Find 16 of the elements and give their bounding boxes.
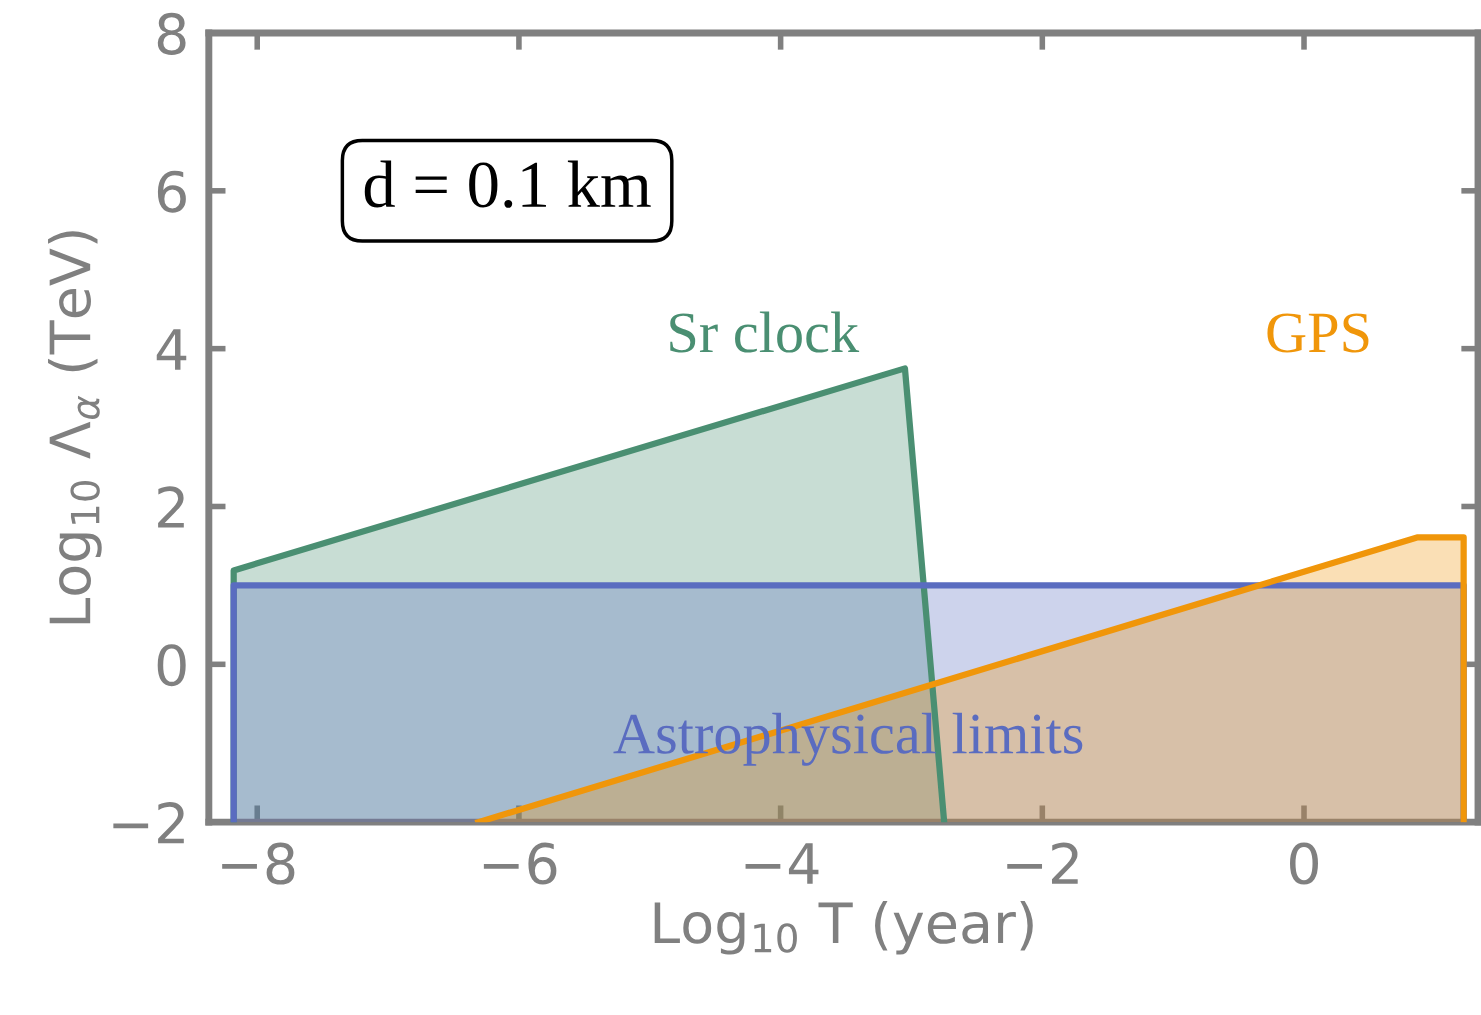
x-tick-label: −2 (1007, 842, 1078, 884)
y-tick-label: 8 (157, 12, 186, 55)
y-tick-label: 4 (156, 329, 187, 370)
annotation: d = 0.1 km (364, 160, 651, 208)
x-axis-title: Log$_{10}$ T (year) (654, 900, 1033, 955)
x-tick-label: −6 (483, 842, 557, 885)
y-tick-label: 2 (158, 486, 184, 528)
x-tick-label: −8 (222, 842, 295, 885)
x-tick-label: 0 (1290, 842, 1318, 885)
y-tick-label: 6 (157, 170, 186, 213)
text: GPS (1267, 313, 1369, 353)
y-axis-title: Log$_{10}$ Λ$_{α}$ (TeV) (48, 231, 102, 624)
y-tick-label: 0 (157, 644, 186, 687)
y-tick-label: −2 (113, 802, 184, 844)
x-tick-label: −4 (745, 843, 819, 884)
series-label: Sr clock (670, 311, 860, 353)
